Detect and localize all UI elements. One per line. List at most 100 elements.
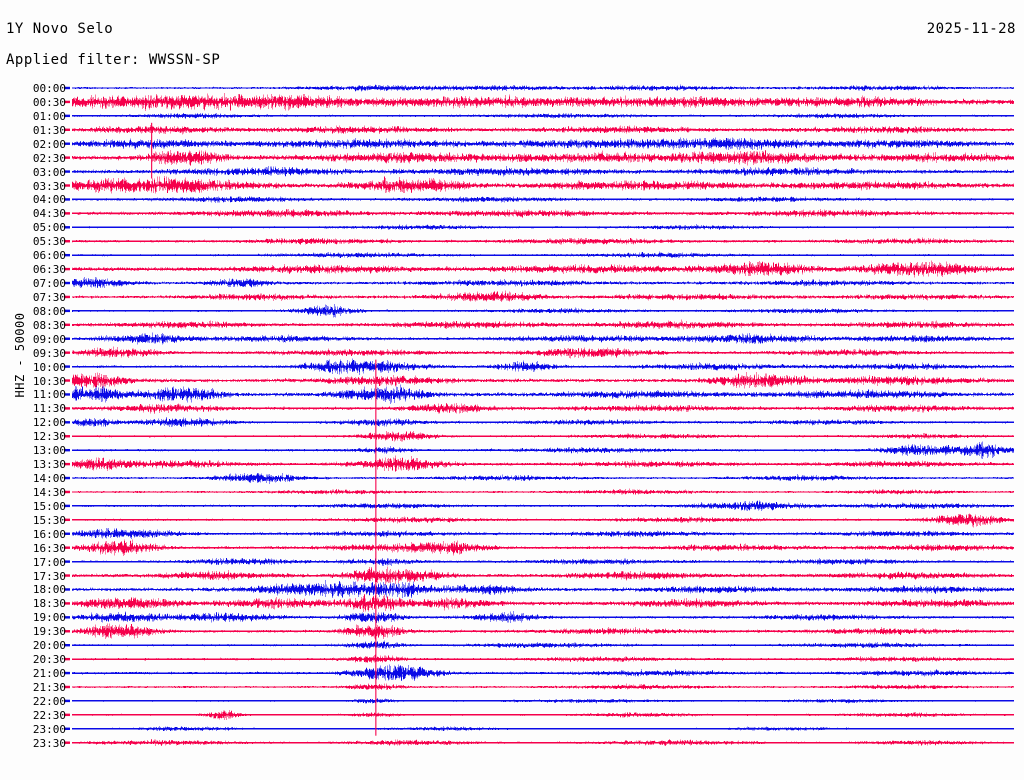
time-tick-label: 06:00 xyxy=(32,249,66,263)
trace-row xyxy=(72,512,1014,528)
row-tick-marker xyxy=(64,504,70,508)
time-tick-label: 03:00 xyxy=(32,165,66,179)
time-tick-label: 05:00 xyxy=(32,221,66,235)
time-tick-label: 08:30 xyxy=(32,318,66,332)
row-tick-marker xyxy=(64,267,70,271)
trace-row xyxy=(72,430,1014,443)
row-tick-marker xyxy=(64,309,70,313)
trace-row xyxy=(72,345,1014,359)
trace-row xyxy=(72,441,1014,460)
row-tick-marker xyxy=(64,588,70,591)
trace-row xyxy=(72,208,1014,219)
row-tick-marker xyxy=(64,671,70,675)
trace-row xyxy=(72,697,1014,704)
date-label: 2025-11-28 xyxy=(926,21,1016,37)
row-tick-marker xyxy=(64,616,70,619)
trace-row xyxy=(72,578,1014,600)
station-title: 1Y Novo Selo xyxy=(6,21,114,37)
trace-row xyxy=(72,488,1014,495)
trace-row xyxy=(72,526,1014,540)
trace-row xyxy=(72,91,1014,112)
time-tick-label: 22:30 xyxy=(32,708,66,722)
row-tick-marker xyxy=(64,170,70,173)
time-tick-label: 07:30 xyxy=(32,290,66,304)
row-tick-marker xyxy=(64,114,70,118)
trace-row xyxy=(72,370,1014,390)
time-tick-label: 19:30 xyxy=(32,625,66,639)
time-tick-label: 04:30 xyxy=(32,207,66,221)
trace-row xyxy=(72,610,1014,624)
time-tick-label: 22:00 xyxy=(32,694,66,708)
time-tick-label: 10:30 xyxy=(32,374,66,388)
row-tick-marker xyxy=(64,156,70,159)
time-tick-label: 06:30 xyxy=(32,263,66,277)
vertical-artifact-line xyxy=(151,122,153,179)
row-tick-marker xyxy=(64,462,70,466)
row-tick-marker xyxy=(64,379,70,382)
trace-row xyxy=(72,290,1014,303)
time-tick-label: 16:30 xyxy=(32,541,66,555)
trace-row xyxy=(72,357,1014,376)
trace-row xyxy=(72,416,1014,428)
trace-row xyxy=(72,84,1014,92)
row-tick-marker xyxy=(64,253,70,257)
row-tick-marker xyxy=(64,685,70,689)
trace-row xyxy=(72,622,1014,640)
time-tick-label: 23:00 xyxy=(32,722,66,736)
time-tick-label: 19:00 xyxy=(32,611,66,625)
time-tick-label: 08:00 xyxy=(32,304,66,318)
trace-row xyxy=(72,147,1014,167)
time-tick-label: 12:00 xyxy=(32,416,66,430)
time-tick-label: 14:30 xyxy=(32,485,66,499)
row-tick-marker xyxy=(64,184,70,187)
time-tick-label: 11:00 xyxy=(32,388,66,402)
time-tick-label: 20:30 xyxy=(32,653,66,667)
time-tick-label: 13:00 xyxy=(32,444,66,458)
row-tick-marker xyxy=(64,365,70,368)
time-tick-label: 15:00 xyxy=(32,499,66,513)
row-tick-marker xyxy=(64,741,70,744)
time-tick-label: 01:00 xyxy=(32,109,66,123)
trace-row xyxy=(72,136,1014,152)
time-tick-label: 05:30 xyxy=(32,235,66,249)
trace-row xyxy=(72,500,1014,512)
row-tick-marker xyxy=(64,407,70,410)
time-tick-label: 15:30 xyxy=(32,513,66,527)
trace-row xyxy=(72,640,1014,650)
trace-row xyxy=(72,662,1014,682)
trace-row xyxy=(72,112,1014,120)
trace-row xyxy=(72,303,1014,318)
time-tick-label: 03:30 xyxy=(32,179,66,193)
trace-row xyxy=(72,174,1014,195)
trace-row xyxy=(72,251,1014,259)
trace-row xyxy=(72,565,1014,585)
row-tick-marker xyxy=(64,448,70,452)
trace-row xyxy=(72,683,1014,691)
trace-row xyxy=(72,319,1014,330)
trace-row xyxy=(72,538,1014,557)
time-tick-label: 11:30 xyxy=(32,402,66,416)
row-tick-marker xyxy=(64,713,70,717)
row-tick-marker xyxy=(64,532,70,535)
trace-row xyxy=(72,653,1014,665)
row-tick-marker xyxy=(64,100,70,104)
time-tick-label: 21:00 xyxy=(32,667,66,681)
time-tick-label: 02:30 xyxy=(32,151,66,165)
row-tick-marker xyxy=(64,602,70,605)
time-tick-label: 01:30 xyxy=(32,123,66,137)
row-tick-marker xyxy=(64,476,70,480)
time-tick-label: 09:00 xyxy=(32,332,66,346)
row-tick-marker xyxy=(64,630,70,633)
row-tick-marker xyxy=(64,518,70,522)
row-tick-marker xyxy=(64,337,70,340)
trace-row xyxy=(72,557,1014,567)
row-tick-marker xyxy=(64,86,70,90)
time-tick-label: 18:30 xyxy=(32,597,66,611)
time-tick-label: 16:00 xyxy=(32,527,66,541)
trace-row xyxy=(72,738,1014,747)
time-tick-label: 00:30 xyxy=(32,95,66,109)
row-tick-marker xyxy=(64,281,70,285)
